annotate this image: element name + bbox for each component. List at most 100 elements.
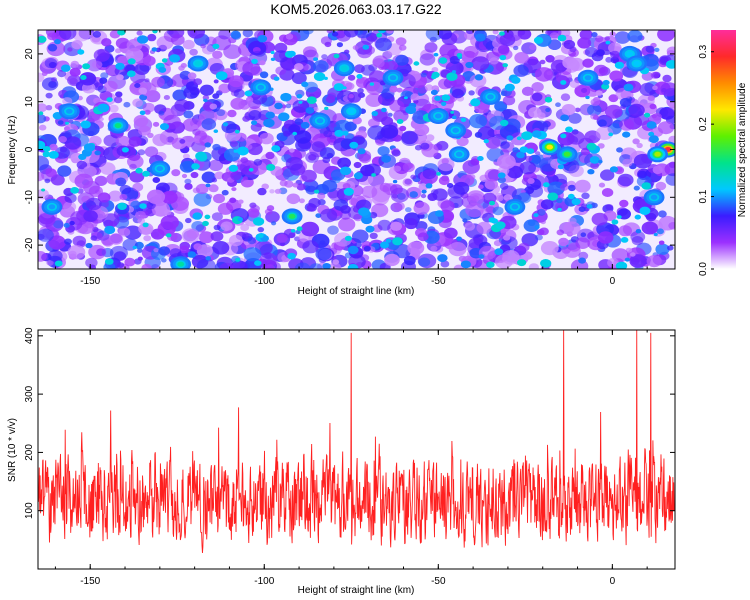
spectrogram-speckle — [653, 232, 658, 237]
spectrogram-speckle — [313, 72, 326, 81]
spectrogram-speckle — [69, 220, 75, 226]
spectrogram-speckle — [437, 157, 455, 172]
spectrogram-speckle — [668, 161, 675, 168]
spectrogram-speckle — [115, 62, 125, 70]
spectrogram-speckle — [608, 42, 622, 54]
spectrogram-speckle — [344, 235, 352, 242]
spectrogram-speckle — [394, 201, 405, 211]
spectrogram-speckle — [358, 207, 370, 216]
spectrogram-speckle — [285, 156, 303, 171]
spectrogram-speckle — [456, 236, 462, 241]
spectrogram-speckle — [115, 91, 123, 98]
spectrogram-speckle — [160, 123, 169, 131]
spectrogram-speckle — [477, 126, 495, 141]
spectrogram-speckle — [471, 56, 490, 71]
y-tick-label: 10 — [24, 96, 35, 108]
y-tick-label: -10 — [24, 190, 35, 205]
spectrogram-speckle — [251, 58, 258, 64]
spectrogram-speckle — [115, 135, 131, 148]
spectrogram-speckle — [92, 31, 102, 38]
spectrogram-speckle — [540, 259, 552, 268]
spectrogram-speckle — [658, 210, 667, 218]
spectrogram-speckle — [64, 238, 72, 245]
spectrogram-speckle — [198, 231, 214, 244]
spectrogram-speckle — [231, 187, 237, 192]
spectrogram-speckle — [419, 53, 436, 66]
spectrogram-speckle — [369, 232, 378, 239]
spectrogram-speckle — [300, 121, 310, 129]
spectrogram-speckle — [547, 181, 565, 196]
spectrogram-speckle — [77, 49, 85, 55]
spectrogram-speckle — [212, 143, 221, 151]
spectrogram-speckle — [528, 263, 539, 269]
spectrogram-speckle — [199, 84, 214, 96]
spectrogram-speckle — [306, 96, 317, 104]
spectrogram-speckle — [571, 198, 581, 206]
spectrogram-speckle — [83, 210, 98, 222]
spectrogram-speckle — [393, 165, 402, 172]
spectrogram-speckle — [213, 224, 221, 231]
spectrogram-speckle — [54, 39, 61, 45]
spectrogram-speckle — [219, 262, 235, 269]
spectrogram-y-label: Frequency (Hz) — [7, 116, 18, 185]
spectrogram-speckle — [376, 32, 383, 38]
spectrogram-speckle — [46, 259, 54, 266]
spectrogram-speckle — [410, 93, 420, 101]
spectrogram-speckle — [185, 135, 194, 143]
spectrogram-speckle — [526, 148, 535, 155]
spectrogram-speckle — [657, 121, 675, 135]
spectrogram-speckle — [403, 96, 408, 100]
spectrogram-speckle — [221, 189, 229, 196]
spectrogram-speckle — [322, 156, 331, 164]
spectrogram-speckle — [652, 85, 658, 91]
spectrogram-speckle — [227, 109, 237, 118]
spectrogram-speckle — [213, 79, 219, 84]
spectrogram-speckle — [425, 183, 433, 189]
spectrogram-speckle — [392, 237, 403, 246]
snr-frame — [37, 329, 676, 570]
spectrogram-speckle — [192, 124, 198, 130]
spectrogram-speckle — [668, 222, 675, 230]
spectrogram-speckle — [404, 218, 418, 230]
spectrogram-speckle — [117, 30, 126, 36]
spectrogram-speckle — [296, 226, 303, 231]
spectrogram-speckle — [213, 193, 225, 204]
spectrogram-speckle — [414, 144, 422, 151]
spectrogram-speckle — [294, 118, 304, 125]
spectrogram-speckle — [147, 33, 157, 42]
spectrogram-speckle — [658, 240, 665, 245]
spectrogram-speckle — [499, 182, 509, 190]
spectrogram-speckle — [254, 260, 262, 266]
spectrogram-hotspot — [487, 94, 494, 100]
spectrogram-speckle — [558, 237, 569, 247]
spectrogram-speckle — [218, 83, 231, 94]
spectrogram-speckle — [450, 110, 455, 114]
spectrogram-speckle — [648, 135, 659, 144]
spectrogram-speckle — [70, 187, 79, 194]
spectrogram-speckle — [104, 225, 116, 235]
spectrogram-speckle — [574, 179, 591, 193]
spectrogram-speckle — [502, 63, 509, 68]
spectrogram-speckle — [342, 183, 351, 190]
spectrogram-speckle — [257, 35, 268, 43]
spectrogram-speckle — [633, 185, 640, 191]
spectrogram-speckle — [253, 158, 263, 166]
spectrogram-speckle — [623, 83, 634, 92]
spectrogram-speckle — [629, 254, 647, 268]
spectrogram-speckle — [322, 263, 331, 269]
spectrogram-speckle — [344, 49, 350, 54]
spectrogram-speckle — [362, 44, 370, 50]
spectrogram-speckle — [151, 47, 158, 52]
spectrogram-speckle — [535, 234, 543, 241]
spectrogram-speckle — [586, 142, 597, 151]
spectrogram-speckle — [314, 189, 320, 194]
spectrogram-speckle — [319, 147, 335, 160]
spectrogram-speckle — [182, 153, 190, 160]
spectrogram-speckle — [489, 200, 495, 206]
spectrogram-speckle — [367, 125, 386, 140]
spectrogram-speckle — [276, 233, 288, 243]
spectrogram-speckle — [418, 257, 431, 267]
spectrogram-speckle — [38, 111, 44, 116]
spectrogram-speckle — [290, 229, 296, 233]
